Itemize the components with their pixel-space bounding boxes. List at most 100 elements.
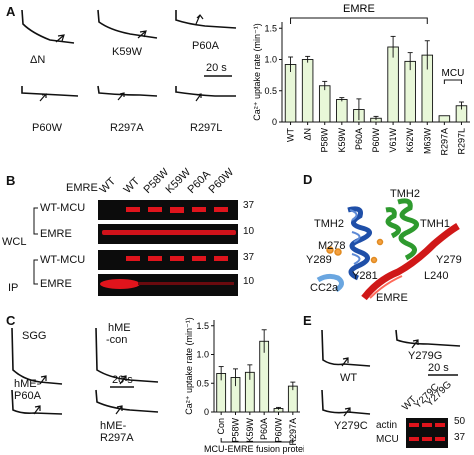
y-tick-label: 1.0 [264, 55, 277, 65]
x-tick-label: R297L [456, 128, 466, 155]
trace-K59W [97, 9, 158, 39]
y-tick-label: 0 [204, 407, 209, 417]
trace-label: P60A [14, 390, 41, 402]
trace-label: hME- [14, 378, 41, 390]
lane-header-label: EMRE [66, 182, 98, 194]
trace-R297L [175, 86, 236, 97]
trace-hME-con [95, 327, 159, 383]
band [409, 423, 419, 427]
x-tick-label: K59W [337, 128, 347, 153]
trace-label: ΔN [30, 54, 46, 66]
structure-label: Y279 [436, 254, 462, 266]
group-label-wcl: WCL [2, 236, 27, 248]
trace-label: Y279G [408, 350, 443, 362]
x-tick-label: P60W [371, 128, 381, 153]
trace-hME-R297A [95, 389, 159, 413]
blot-strip [406, 418, 448, 448]
x-tick-label: P58W [231, 418, 241, 443]
x-tick-label: P58W [320, 128, 330, 153]
arrow-icon [195, 93, 202, 102]
row-label: MCU [376, 434, 399, 445]
trace-Y279C [321, 389, 371, 415]
row-label: actin [376, 420, 398, 431]
panel-e-traces [321, 329, 461, 417]
bar [404, 60, 416, 123]
band [435, 437, 445, 441]
x-tick-label: P60W [274, 418, 284, 443]
bar [336, 99, 348, 123]
bar [284, 64, 297, 123]
x-tick-label: ΔN [303, 128, 313, 141]
band [100, 279, 140, 289]
panel-label-e: E [303, 313, 312, 328]
arrow-icon [411, 339, 419, 349]
trace-label: WT [340, 372, 358, 384]
structure-label: M278 [318, 240, 346, 252]
side-chains [326, 238, 384, 264]
x-tick-label: R297A [288, 418, 298, 446]
panel-label-a: A [6, 4, 16, 19]
arrow-icon [119, 375, 127, 385]
band [148, 256, 162, 261]
band [170, 207, 184, 213]
band [214, 207, 228, 212]
x-tick-label: Con [216, 418, 226, 435]
lane-label: WT [121, 175, 143, 196]
x-tick-label: WT [286, 128, 296, 142]
bracket-fusion [220, 438, 294, 443]
structure-label: EMRE [376, 292, 408, 304]
trace-label: Y279C [334, 420, 368, 432]
x-tick-label: M63W [422, 128, 432, 155]
row-label: WT-MCU [40, 254, 86, 266]
panel-a-traces [21, 9, 237, 102]
trace-label: R297A [110, 122, 144, 134]
bracket-mcu-label: MCU [442, 68, 465, 79]
y-tick-label: 0 [272, 117, 277, 127]
trace-label: -con [106, 334, 128, 346]
arrow-icon [33, 405, 41, 415]
bar [301, 59, 314, 123]
panel-c-traces [11, 327, 159, 415]
trace-label: R297L [190, 122, 223, 134]
row-label: EMRE [40, 278, 72, 290]
arrow-icon [39, 375, 47, 385]
y-tick-label: 1.5 [264, 23, 277, 33]
trace-label: P60W [32, 122, 62, 134]
structure-label: Y289 [306, 254, 332, 266]
trace-SGG [11, 327, 63, 385]
trace-P60W [21, 86, 79, 97]
band [422, 423, 432, 427]
arrow-icon [39, 93, 47, 102]
lane-label: WT [97, 175, 119, 196]
western-blot-e [406, 418, 448, 448]
trace-label: SGG [22, 330, 47, 342]
band [126, 256, 140, 261]
helix-cc2a [316, 273, 344, 293]
arrow-icon [117, 92, 125, 101]
x-tick-label: R297A [439, 128, 449, 156]
structure-label: L240 [424, 270, 449, 282]
band [214, 256, 228, 261]
x-tick-label: K62W [405, 128, 415, 153]
trace-label: P60A [192, 40, 219, 52]
mw-marker: 10 [243, 226, 255, 237]
trace-hME-P60A [11, 389, 63, 415]
y-axis-label: Ca²⁺ uptake rate (min⁻¹) [252, 23, 262, 121]
arrow-icon [115, 405, 123, 415]
band [102, 230, 236, 235]
band [192, 207, 206, 212]
x-tick-label: P60A [354, 128, 364, 150]
trace-label: K59W [112, 46, 142, 58]
band [138, 282, 234, 285]
trace-dN [21, 9, 75, 44]
bar [318, 85, 331, 123]
panel-label-b: B [6, 173, 16, 188]
band [409, 437, 419, 441]
bracket-emre-label: EMRE [343, 3, 375, 15]
helix-emre [361, 222, 460, 301]
mw-marker: 10 [243, 276, 255, 287]
structure-label: TMH1 [420, 218, 450, 230]
structure-label: Y281 [352, 270, 378, 282]
